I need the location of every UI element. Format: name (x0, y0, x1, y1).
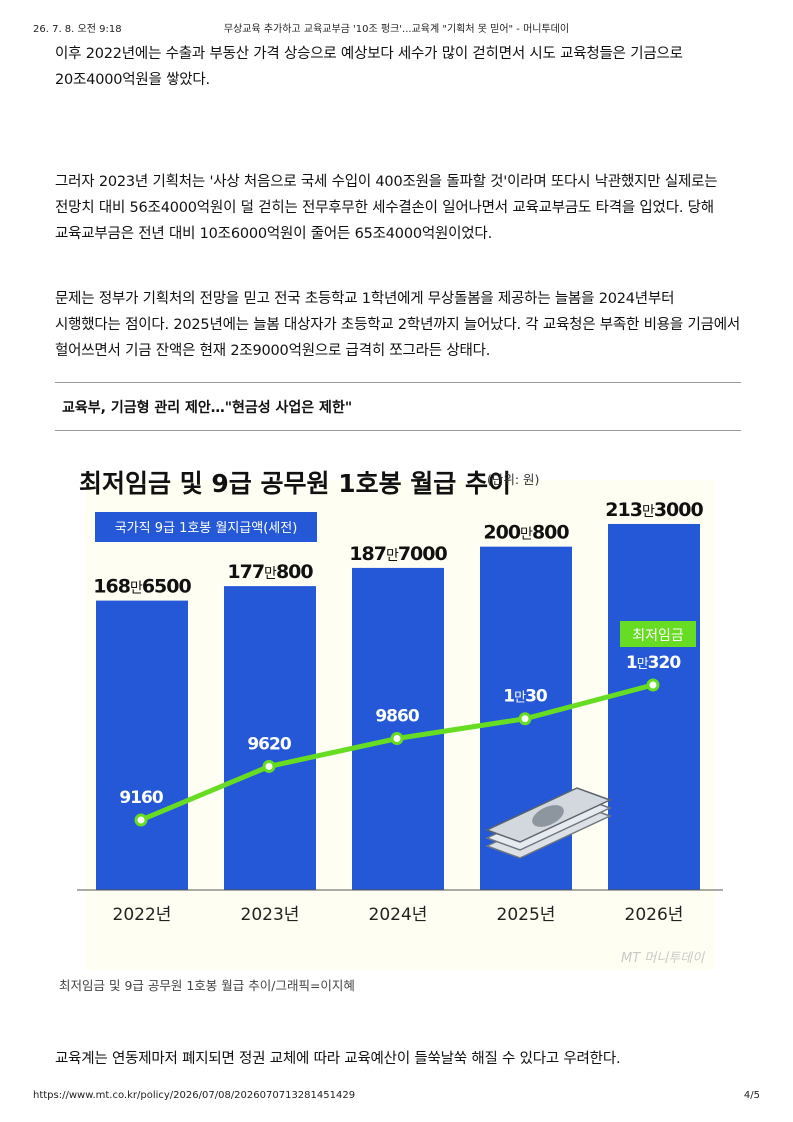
min-wage-point-2022년 (134, 813, 148, 827)
min-wage-point-2024년 (390, 732, 404, 746)
bar-2024년 (352, 567, 444, 890)
article-paragraph-3: 문제는 정부가 기획처의 전망을 믿고 전국 초등학교 1학년에게 무상돌봄을 … (55, 291, 741, 359)
bar-value-label-big1: 177 (227, 561, 264, 583)
bar-value-label-big1: 187 (349, 543, 386, 565)
bar-value-label-big2: 800 (276, 561, 313, 583)
chart-watermark: MT 머니투데이 (621, 951, 705, 966)
x-tick-label: 2023년 (241, 905, 300, 925)
min-wage-value-label: 9160 (119, 788, 163, 808)
min-wage-value-label-big1: 1 (503, 687, 514, 707)
wage-trend-chart: 최저임금 및 9급 공무원 1호봉 월급 추이 (단위: 원) 국가직 9급 1… (55, 440, 741, 970)
bar-value-label: 177만800 (227, 561, 313, 583)
x-tick-label: 2022년 (113, 905, 172, 925)
print-page-number: 4/5 (743, 1090, 760, 1101)
subheading-bottom-divider (55, 430, 741, 431)
x-tick-label: 2024년 (369, 905, 428, 925)
bar-value-label: 168만6500 (93, 576, 191, 598)
min-wage-point-2025년 (518, 712, 532, 726)
money-bill-portrait (532, 805, 564, 827)
print-page-title: 무상교육 추가하고 교육교부금 '10조 펑크'...교육계 "기획처 못 믿어… (223, 24, 570, 35)
min-wage-value-label: 9620 (247, 734, 291, 754)
legend-box-min-wage (620, 621, 696, 647)
bar-value-label-big2: 6500 (142, 576, 192, 598)
bar-value-label-small: 만 (386, 548, 399, 564)
bar-value-label: 187만7000 (349, 543, 447, 565)
min-wage-value-label-big1: 9160 (119, 788, 163, 808)
money-illustration (485, 787, 612, 859)
bar-value-label: 213만3000 (605, 499, 703, 521)
x-tick-label: 2025년 (497, 905, 556, 925)
bar-2023년 (224, 586, 316, 890)
bar-value-label-big1: 213 (605, 499, 642, 521)
article-subheading: 교육부, 기금형 관리 제안…"현금성 사업은 제한" (62, 400, 353, 416)
subheading-top-divider (55, 382, 741, 383)
bar-value-label-big2: 7000 (398, 543, 448, 565)
bar-value-label-big2: 3000 (654, 499, 704, 521)
bars-group (96, 523, 700, 890)
bar-value-label-small: 만 (264, 566, 277, 582)
bar-value-label-big2: 800 (532, 522, 569, 544)
print-footer: https://www.mt.co.kr/policy/2026/07/08/2… (33, 1090, 760, 1104)
min-wage-value-label-big2: 320 (648, 653, 682, 673)
legend-label-civil-servant: 국가직 9급 1호봉 월지급액(세전) (115, 521, 298, 536)
bar-2026년 (608, 523, 700, 890)
min-wage-value-label: 9860 (375, 707, 419, 727)
article-paragraph-1: 이후 2022년에는 수출과 부동산 가격 상승으로 예상보다 세수가 많이 걷… (55, 46, 683, 88)
x-tick-label: 2026년 (625, 905, 684, 925)
article-paragraph-4: 교육계는 연동제마저 폐지되면 정권 교체에 따라 교육예산이 들쑥날쑥 해질 … (55, 1051, 621, 1067)
bar-value-label-small: 만 (520, 527, 533, 543)
min-wage-value-label-small: 만 (637, 657, 649, 672)
min-wage-value-label-big2: 30 (525, 687, 548, 707)
image-caption: 최저임금 및 9급 공무원 1호봉 월급 추이/그래픽=이지혜 (59, 978, 355, 993)
bar-value-label: 200만800 (483, 522, 569, 544)
min-wage-value-label: 1만30 (503, 687, 548, 707)
x-axis-ticks-group: 2022년 2023년 2024년 2025년 2026년 (113, 905, 684, 925)
min-wage-value-label-small: 만 (514, 691, 526, 706)
bar-value-label-big1: 200 (483, 522, 520, 544)
print-header: 26. 7. 8. 오전 9:18 무상교육 추가하고 교육교부금 '10조 펑… (33, 20, 760, 35)
bar-2022년 (96, 600, 188, 890)
min-wage-points-group (134, 678, 660, 827)
min-wage-point-2026년 (646, 678, 660, 692)
chart-unit-note: (단위: 원) (487, 472, 539, 487)
article-paragraph-2: 그러자 2023년 기획처는 '사상 처음으로 국세 수입이 400조원을 돌파… (55, 174, 718, 242)
bar-value-label-small: 만 (642, 504, 655, 520)
legend-box-civil-servant (95, 512, 317, 542)
chart-title: 최저임금 및 9급 공무원 1호봉 월급 추이 (79, 469, 511, 498)
print-url: https://www.mt.co.kr/policy/2026/07/08/2… (33, 1090, 356, 1101)
bar-value-label-big1: 168 (93, 576, 130, 598)
min-wage-value-label-big1: 9860 (375, 707, 419, 727)
min-wage-value-label: 1만320 (626, 653, 681, 673)
min-wage-point-2023년 (262, 759, 276, 773)
legend-label-min-wage: 최저임금 (632, 628, 684, 644)
print-date: 26. 7. 8. 오전 9:18 (33, 24, 122, 35)
min-wage-value-label-big1: 1 (626, 653, 637, 673)
min-wage-value-label-big1: 9620 (247, 734, 291, 754)
bar-value-label-small: 만 (130, 581, 143, 597)
